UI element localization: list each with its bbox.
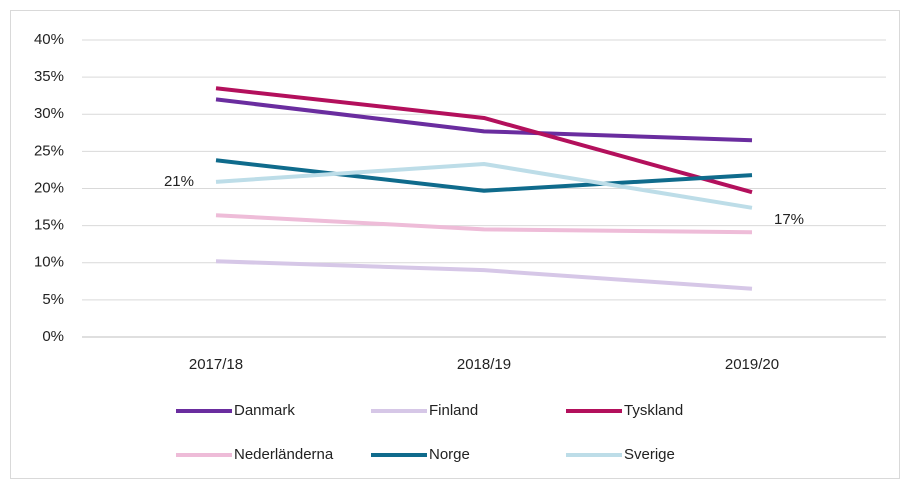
legend-label: Nederländerna — [234, 446, 334, 463]
series-line — [215, 161, 753, 210]
series-line — [215, 259, 753, 291]
y-tick-label: 0% — [42, 328, 64, 345]
x-tick-label: 2018/19 — [457, 356, 511, 373]
x-tick-label: 2017/18 — [189, 356, 243, 373]
x-tick-label: 2019/20 — [725, 356, 779, 373]
y-tick-label: 35% — [34, 68, 64, 85]
legend-label: Danmark — [234, 402, 295, 419]
data-label: 21% — [164, 173, 194, 190]
series-line — [215, 86, 753, 195]
legend-label: Norge — [429, 446, 470, 463]
y-tick-label: 30% — [34, 105, 64, 122]
y-tick-label: 20% — [34, 179, 64, 196]
y-tick-label: 40% — [34, 31, 64, 48]
series-line — [215, 158, 753, 193]
series-line — [215, 97, 753, 143]
y-tick-label: 25% — [34, 142, 64, 159]
data-label: 17% — [774, 211, 804, 228]
legend-label: Tyskland — [624, 402, 683, 419]
legend-label: Sverige — [624, 446, 675, 463]
legend-label: Finland — [429, 402, 478, 419]
y-tick-label: 15% — [34, 217, 64, 234]
y-tick-label: 10% — [34, 254, 64, 271]
series-line — [215, 213, 753, 235]
y-tick-label: 5% — [42, 291, 64, 308]
